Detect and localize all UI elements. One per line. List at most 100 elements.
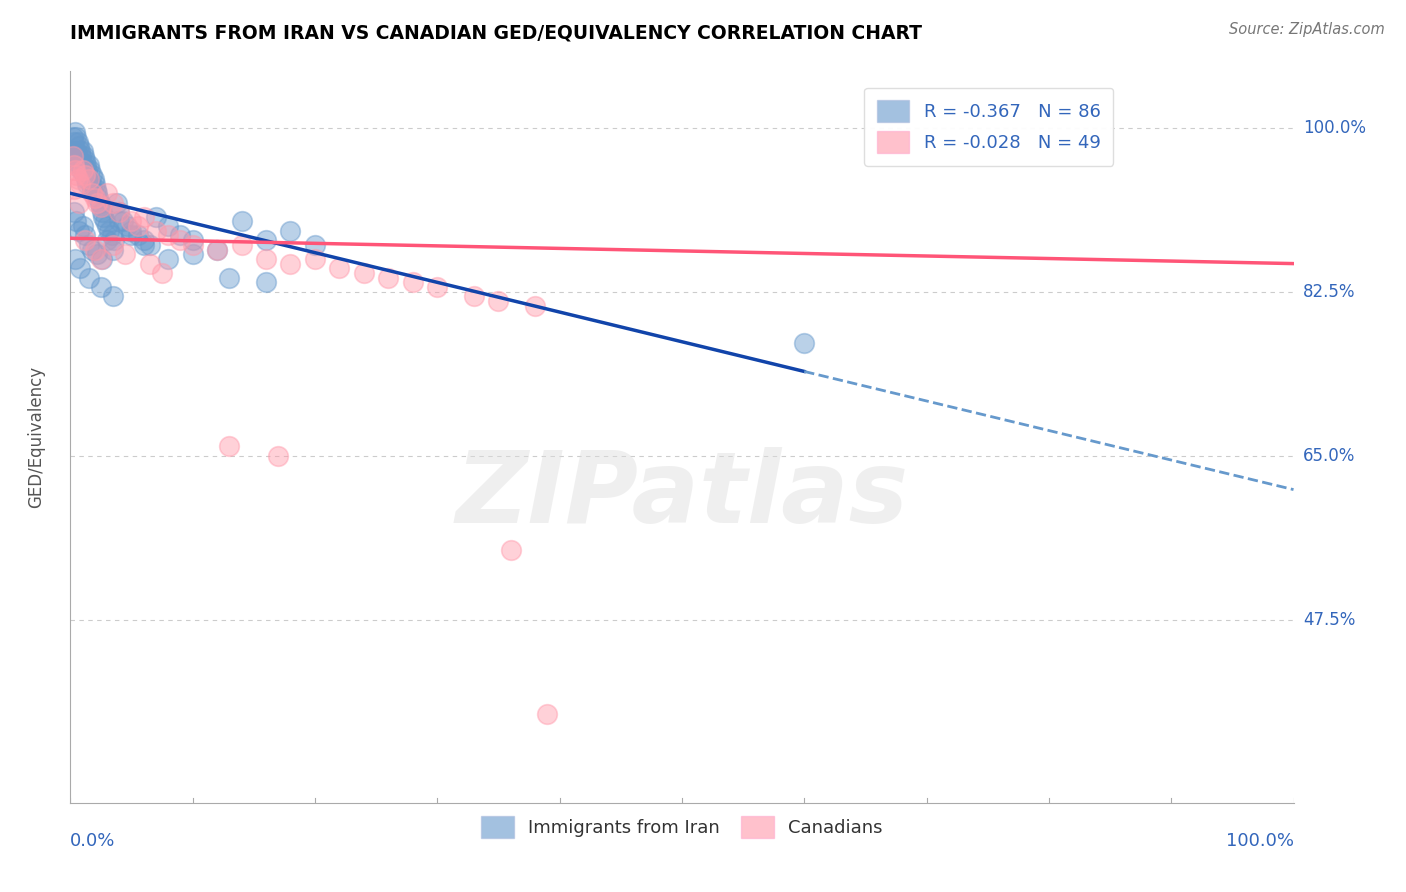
Point <box>145 224 167 238</box>
Point <box>132 233 155 247</box>
Point <box>73 162 96 177</box>
Point <box>73 149 96 163</box>
Point <box>72 144 94 158</box>
Point <box>83 191 105 205</box>
Point <box>67 139 90 153</box>
Point <box>127 228 149 243</box>
Point <box>86 195 108 210</box>
Point <box>93 214 115 228</box>
Point <box>73 168 96 182</box>
Point <box>83 177 105 191</box>
Text: 100.0%: 100.0% <box>1226 832 1294 850</box>
Point <box>101 195 124 210</box>
Text: 0.0%: 0.0% <box>70 832 115 850</box>
Point <box>83 172 105 186</box>
Point <box>82 243 104 257</box>
Point <box>66 149 89 163</box>
Point <box>96 186 118 201</box>
Text: 47.5%: 47.5% <box>1303 611 1355 629</box>
Point <box>91 205 114 219</box>
Point <box>86 186 108 201</box>
Point <box>328 261 350 276</box>
Point <box>63 205 86 219</box>
Point <box>65 214 87 228</box>
Point <box>169 228 191 243</box>
Text: ZIPatlas: ZIPatlas <box>456 447 908 544</box>
Point <box>66 172 89 186</box>
Point <box>145 210 167 224</box>
Point <box>69 177 91 191</box>
Point <box>150 266 173 280</box>
Point <box>254 233 277 247</box>
Point <box>79 162 101 177</box>
Point <box>101 237 124 252</box>
Point <box>75 158 97 172</box>
Point <box>69 144 91 158</box>
Point <box>353 266 375 280</box>
Point <box>63 135 86 149</box>
Point <box>82 168 104 182</box>
Point <box>254 276 277 290</box>
Point <box>280 257 302 271</box>
Point <box>181 237 204 252</box>
Point <box>63 144 86 158</box>
Point <box>157 252 180 266</box>
Point <box>488 294 510 309</box>
Point <box>121 214 143 228</box>
Point <box>65 130 87 145</box>
Point <box>73 153 96 168</box>
Point <box>121 228 143 243</box>
Legend: Immigrants from Iran, Canadians: Immigrants from Iran, Canadians <box>474 808 890 845</box>
Point <box>70 162 93 177</box>
Point <box>89 195 111 210</box>
Point <box>101 228 124 243</box>
Text: Source: ZipAtlas.com: Source: ZipAtlas.com <box>1229 22 1385 37</box>
Point <box>536 706 558 721</box>
Point <box>101 243 124 257</box>
Point <box>132 237 155 252</box>
Point <box>103 233 125 247</box>
Point <box>499 542 522 557</box>
Point <box>127 219 149 233</box>
Point <box>67 195 90 210</box>
Point <box>70 149 93 163</box>
Point <box>254 252 277 266</box>
Point <box>72 158 94 172</box>
Point <box>105 195 128 210</box>
Point <box>157 219 180 233</box>
Point <box>80 177 103 191</box>
Point <box>231 237 253 252</box>
Point <box>69 261 91 276</box>
Point <box>76 177 98 191</box>
Text: 82.5%: 82.5% <box>1303 283 1355 301</box>
Text: IMMIGRANTS FROM IRAN VS CANADIAN GED/EQUIVALENCY CORRELATION CHART: IMMIGRANTS FROM IRAN VS CANADIAN GED/EQU… <box>70 23 922 42</box>
Point <box>62 149 84 163</box>
Point <box>63 252 86 266</box>
Point <box>793 336 815 351</box>
Point <box>77 270 100 285</box>
Point <box>90 280 112 294</box>
Point <box>205 243 228 257</box>
Point <box>77 172 100 186</box>
Point <box>73 228 96 243</box>
Point <box>108 205 131 219</box>
Point <box>524 299 547 313</box>
Point <box>82 186 104 201</box>
Point <box>77 158 100 172</box>
Point <box>76 162 98 177</box>
Point <box>463 289 485 303</box>
Point <box>101 289 124 303</box>
Text: 65.0%: 65.0% <box>1303 447 1355 465</box>
Point <box>181 233 204 247</box>
Point <box>169 233 191 247</box>
Point <box>63 162 86 177</box>
Point <box>63 158 86 172</box>
Point <box>72 219 94 233</box>
Point <box>205 243 228 257</box>
Point <box>84 181 107 195</box>
Point <box>77 237 100 252</box>
Point <box>139 237 162 252</box>
Point <box>111 214 134 228</box>
Point <box>115 219 138 233</box>
Point <box>73 233 96 247</box>
